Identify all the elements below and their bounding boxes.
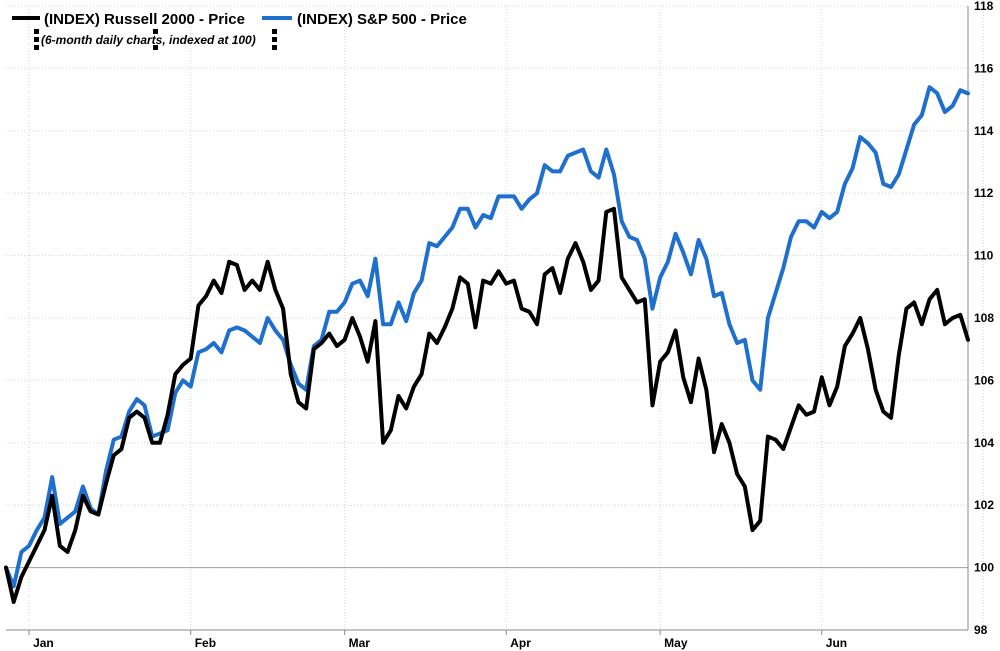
subtitle-handle-bm — [153, 45, 158, 50]
vertical-gridlines — [28, 6, 984, 630]
subtitle-handle-tr — [272, 29, 277, 34]
subtitle-handle-ml — [34, 37, 39, 42]
subtitle-handle-bl — [34, 45, 39, 50]
series-lines — [4, 85, 970, 604]
x-tick-label-jun: Jun — [826, 636, 847, 650]
subtitle-box: (6-month daily charts, indexed at 100) — [34, 29, 277, 50]
x-tick-label-may: May — [664, 636, 688, 650]
y-tick-label-116: 116 — [974, 61, 994, 75]
subtitle-handle-br — [272, 45, 277, 50]
chart-subtitle: (6-month daily charts, indexed at 100) — [41, 33, 256, 47]
x-axis-tick-labels: Jan Feb Mar Apr May Jun — [28, 630, 847, 650]
y-tick-label-110: 110 — [974, 249, 994, 263]
subtitle-handle-mr — [272, 37, 277, 42]
legend: (INDEX) Russell 2000 - Price (INDEX) S&P… — [12, 11, 467, 28]
subtitle-handle-tm — [153, 29, 158, 34]
y-tick-label-98: 98 — [974, 623, 988, 637]
x-tick-label-feb: Feb — [195, 636, 216, 650]
legend-label-russell-2000: (INDEX) Russell 2000 - Price — [44, 11, 245, 28]
y-tick-label-104: 104 — [974, 436, 994, 450]
y-tick-label-106: 106 — [974, 373, 994, 387]
series-line-index-s-p-500-price — [4, 85, 970, 589]
legend-label-sp-500: (INDEX) S&P 500 - Price — [297, 11, 467, 28]
y-tick-label-100: 100 — [974, 561, 994, 575]
y-tick-label-108: 108 — [974, 311, 994, 325]
horizontal-gridlines — [6, 5, 968, 631]
y-tick-label-102: 102 — [974, 498, 994, 512]
y-axis-tick-labels: 98 100 102 104 106 108 110 112 114 116 118 — [974, 0, 994, 637]
x-tick-label-mar: Mar — [349, 636, 371, 650]
subtitle-handle-tl — [34, 29, 39, 34]
x-tick-label-apr: Apr — [510, 636, 531, 650]
x-tick-label-jan: Jan — [33, 636, 54, 650]
series-line-index-russell-2000-price — [4, 206, 970, 604]
y-tick-label-112: 112 — [974, 186, 994, 200]
y-tick-label-118: 118 — [974, 0, 994, 13]
y-tick-label-114: 114 — [974, 124, 994, 138]
